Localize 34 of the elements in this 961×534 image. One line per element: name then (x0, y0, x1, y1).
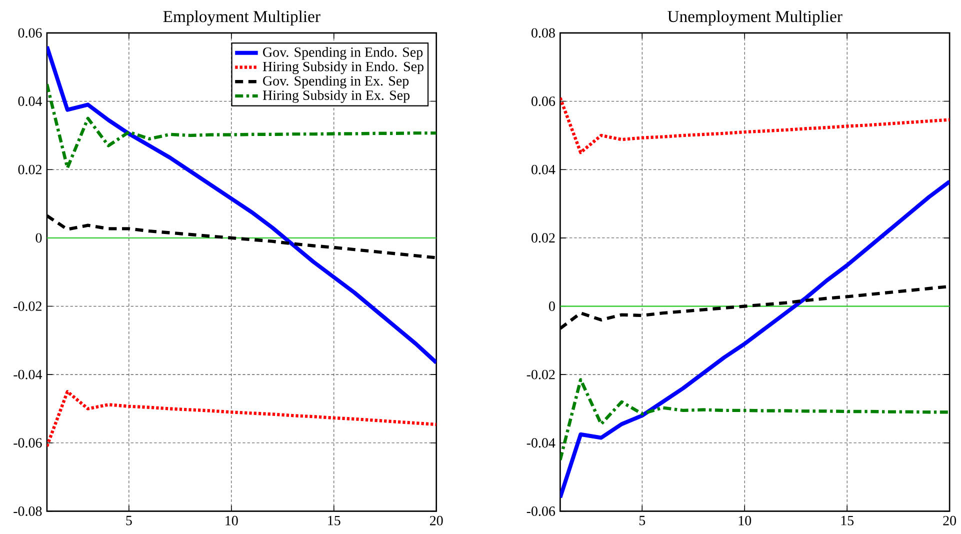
x-tick-label: 5 (126, 516, 132, 526)
chart-title: Unemployment Multiplier (668, 10, 842, 26)
line-series (560, 96, 950, 154)
x-tick-label: 5 (639, 516, 646, 526)
legend-label: Gov. Spending in Ex. Sep (263, 76, 409, 88)
y-tick-label: 0.02 (18, 164, 42, 174)
y-tick-label: -0.02 (14, 301, 42, 311)
line-series (560, 378, 950, 462)
y-tick-label: -0.02 (526, 370, 555, 380)
legend-label: Hiring Subsidy in Ex. Sep (262, 90, 410, 103)
line-series (46, 390, 436, 448)
x-tick-label: 20 (943, 516, 956, 526)
y-tick-label: 0.06 (532, 96, 556, 106)
x-tick-label: 10 (226, 516, 238, 526)
y-tick-label: -0.04 (14, 370, 42, 380)
y-tick-label: 0 (548, 301, 555, 311)
y-tick-label: 0.04 (532, 164, 556, 174)
y-tick-label: -0.04 (526, 438, 556, 448)
y-tick-label: -0.06 (14, 438, 42, 448)
x-tick-label: 15 (328, 516, 340, 526)
x-tick-label: 10 (738, 516, 752, 526)
y-tick-label: 0.02 (532, 233, 555, 243)
line-series (560, 179, 950, 500)
x-tick-label: 20 (430, 516, 443, 526)
y-tick-label: -0.08 (14, 506, 42, 516)
y-tick-label: 0.08 (532, 28, 555, 38)
x-tick-label: 15 (841, 516, 854, 526)
legend-label: Gov. Spending in Endo. Sep (263, 46, 423, 60)
y-tick-label: -0.06 (526, 506, 556, 516)
legend-label: Hiring Subsidy in Endo. Sep (262, 61, 424, 74)
chart-title: Employment Multiplier (163, 10, 320, 26)
y-tick-label: 0.06 (18, 28, 42, 38)
y-tick-label: 0.04 (18, 96, 42, 106)
y-tick-label: 0 (36, 233, 42, 243)
